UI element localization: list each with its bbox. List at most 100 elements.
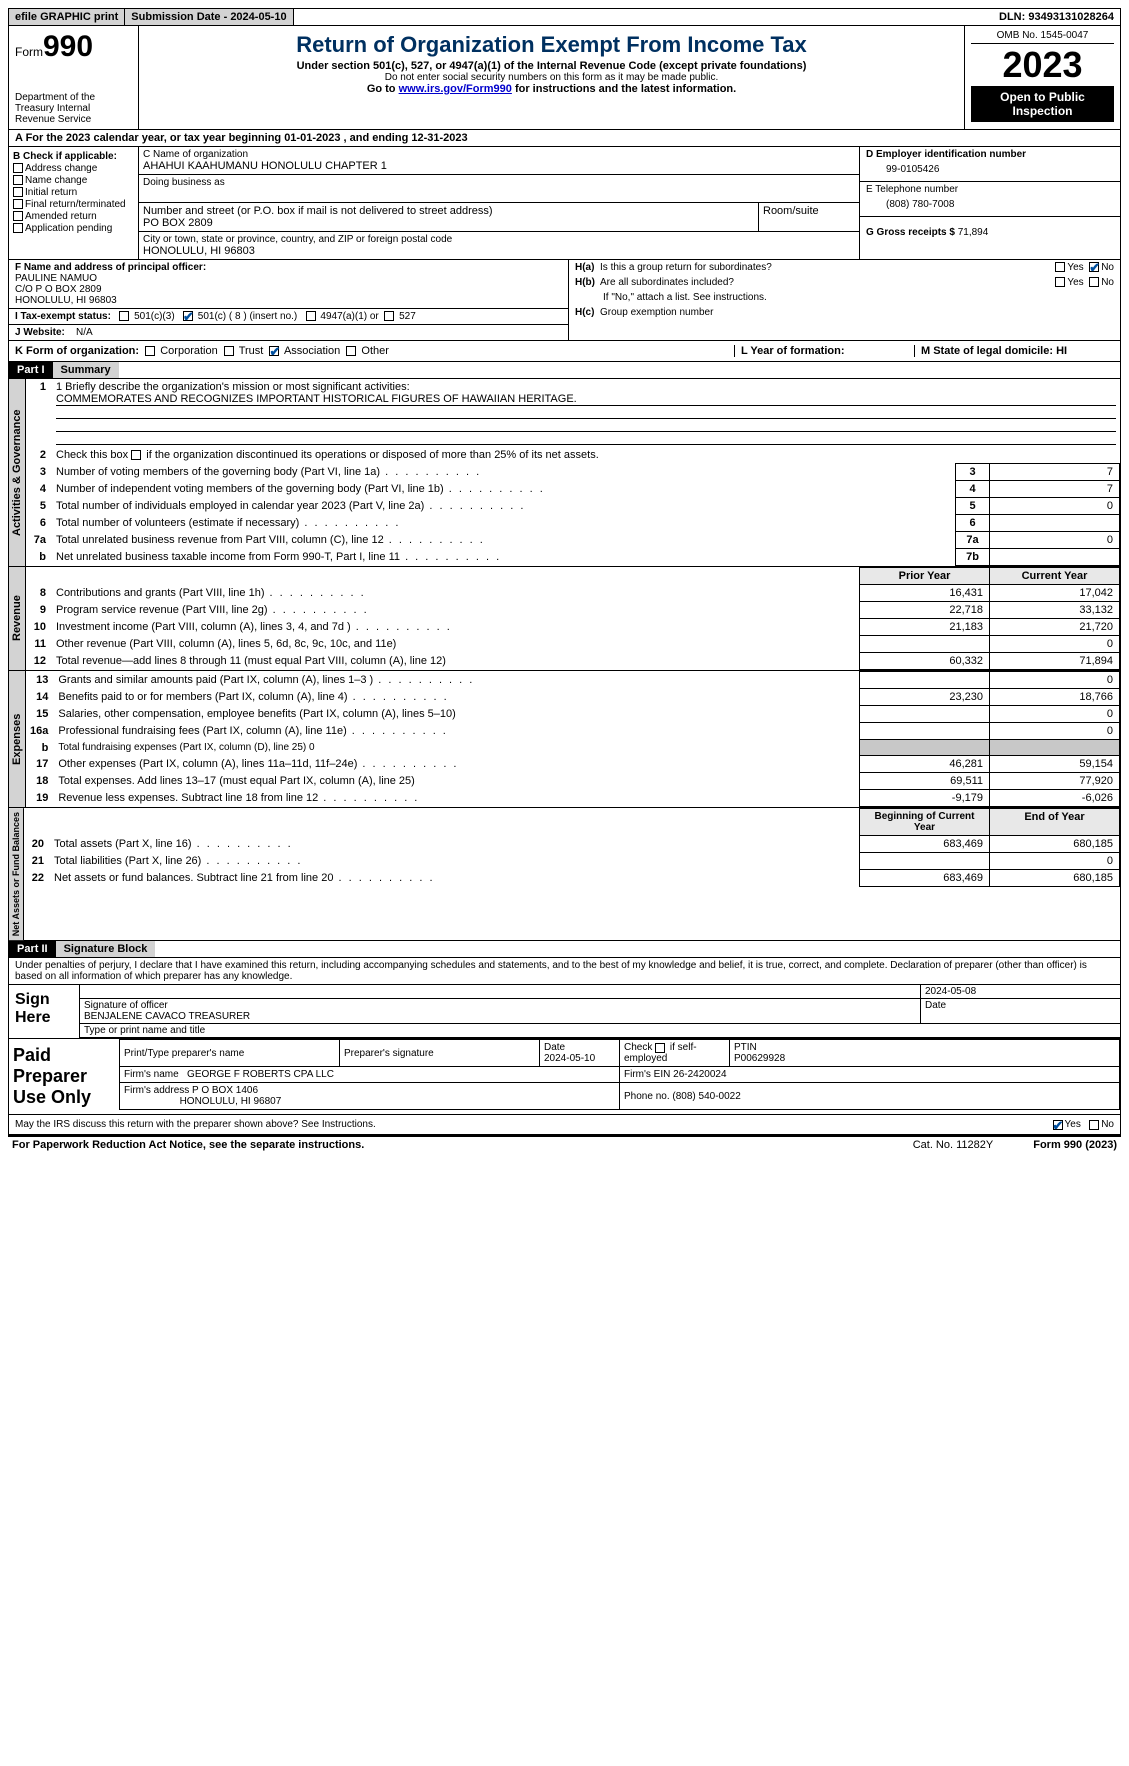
prior-year-hdr: Prior Year xyxy=(860,568,990,585)
l1-value: COMMEMORATES AND RECOGNIZES IMPORTANT HI… xyxy=(56,393,1116,406)
firm-addr1: P O BOX 1406 xyxy=(192,1085,258,1096)
open-public-label: Open to Public Inspection xyxy=(971,86,1114,122)
part1-netassets: Net Assets or Fund Balances Beginning of… xyxy=(8,808,1121,941)
page-footer: For Paperwork Reduction Act Notice, see … xyxy=(8,1135,1121,1153)
exp-line: Total fundraising expenses (Part IX, col… xyxy=(54,740,859,756)
discuss-row: May the IRS discuss this return with the… xyxy=(9,1114,1120,1134)
sig-officer-label: Signature of officer xyxy=(84,1000,916,1011)
exp-line: Salaries, other compensation, employee b… xyxy=(54,706,859,723)
pp-self-employed: Check if self-employed xyxy=(620,1040,730,1067)
chk-ha-yes[interactable] xyxy=(1055,262,1065,272)
chk-final-return[interactable] xyxy=(13,199,23,209)
pp-sig-label: Preparer's signature xyxy=(340,1040,540,1067)
col-de: D Employer identification number 99-0105… xyxy=(860,147,1120,259)
paid-preparer-label: Paid Preparer Use Only xyxy=(9,1039,119,1114)
chk-ha-no[interactable] xyxy=(1089,262,1099,272)
gross-label: G Gross receipts $ xyxy=(866,227,955,238)
chk-assoc[interactable] xyxy=(269,346,279,356)
row-hb-note: If "No," attach a list. See instructions… xyxy=(569,290,1120,305)
phone-value: (808) 780-7008 xyxy=(866,195,1114,214)
net-line: Total assets (Part X, line 16) xyxy=(50,836,860,853)
col-b-label: B Check if applicable: xyxy=(13,151,134,162)
exp-line: Other expenses (Part IX, column (A), lin… xyxy=(54,756,859,773)
city-label: City or town, state or province, country… xyxy=(143,234,855,245)
chk-amended-return[interactable] xyxy=(13,211,23,221)
city-value: HONOLULU, HI 96803 xyxy=(143,245,855,257)
declaration-text: Under penalties of perjury, I declare th… xyxy=(9,958,1120,984)
current-year-hdr: Current Year xyxy=(990,568,1120,585)
gov-line: Total unrelated business revenue from Pa… xyxy=(52,532,956,549)
omb-number: OMB No. 1545-0047 xyxy=(971,30,1114,44)
chk-other[interactable] xyxy=(346,346,356,356)
block-bcdeg: B Check if applicable: Address change Na… xyxy=(8,147,1121,260)
pp-name-label: Print/Type preparer's name xyxy=(120,1040,340,1067)
chk-initial-return[interactable] xyxy=(13,187,23,197)
irs-link[interactable]: www.irs.gov/Form990 xyxy=(399,83,512,95)
chk-hb-yes[interactable] xyxy=(1055,277,1065,287)
street-label: Number and street (or P.O. box if mail i… xyxy=(143,205,754,217)
form-number: Form990 xyxy=(15,30,132,64)
chk-discuss-no[interactable] xyxy=(1089,1120,1099,1130)
part1-header: Part ISummary xyxy=(8,362,1121,379)
block-fijh: F Name and address of principal officer:… xyxy=(8,260,1121,341)
chk-4947[interactable] xyxy=(306,311,316,321)
chk-corp[interactable] xyxy=(145,346,155,356)
sig-date: 2024-05-08 xyxy=(920,985,1120,999)
chk-hb-no[interactable] xyxy=(1089,277,1099,287)
street-value: PO BOX 2809 xyxy=(143,217,754,229)
paid-preparer-row: Paid Preparer Use Only Print/Type prepar… xyxy=(9,1038,1120,1114)
chk-l2[interactable] xyxy=(131,450,141,460)
row-j: J Website: N/A xyxy=(9,325,568,340)
exp-line: Revenue less expenses. Subtract line 18 … xyxy=(54,790,859,807)
firm-ein: 26-2420024 xyxy=(673,1069,726,1080)
row-klm: K Form of organization: Corporation Trus… xyxy=(8,341,1121,362)
row-hc: H(c) Group exemption number xyxy=(569,305,1120,320)
vert-netassets: Net Assets or Fund Balances xyxy=(9,808,24,940)
col-c-org: C Name of organization AHAHUI KAAHUMANU … xyxy=(139,147,860,259)
sig-type-label: Type or print name and title xyxy=(79,1024,1120,1038)
chk-app-pending[interactable] xyxy=(13,223,23,233)
phone-label: E Telephone number xyxy=(866,184,1114,195)
sig-officer-name: BENJALENE CAVACO TREASURER xyxy=(84,1011,916,1022)
part1-gov: Activities & Governance 1 1 Briefly desc… xyxy=(8,379,1121,567)
chk-name-change[interactable] xyxy=(13,175,23,185)
net-line: Net assets or fund balances. Subtract li… xyxy=(50,870,860,887)
exp-line: Professional fundraising fees (Part IX, … xyxy=(54,723,859,740)
sig-date-label: Date xyxy=(920,999,1120,1024)
eoy-hdr: End of Year xyxy=(990,809,1120,836)
part1-expenses: Expenses 13Grants and similar amounts pa… xyxy=(8,671,1121,808)
chk-self-employed[interactable] xyxy=(655,1043,665,1053)
chk-trust[interactable] xyxy=(224,346,234,356)
chk-527[interactable] xyxy=(384,311,394,321)
efile-label: efile GRAPHIC print xyxy=(9,9,125,25)
vert-expenses: Expenses xyxy=(9,671,26,807)
gross-value: 71,894 xyxy=(958,227,989,238)
net-line: Total liabilities (Part X, line 26) xyxy=(50,853,860,870)
exp-line: Benefits paid to or for members (Part IX… xyxy=(54,689,859,706)
room-label: Room/suite xyxy=(759,203,859,231)
tax-year: 2023 xyxy=(971,44,1114,86)
l1-label: 1 Briefly describe the organization's mi… xyxy=(56,381,410,393)
chk-address-change[interactable] xyxy=(13,163,23,173)
bcy-hdr: Beginning of Current Year xyxy=(860,809,990,836)
exp-line: Total expenses. Add lines 13–17 (must eq… xyxy=(54,773,859,790)
rev-line: Total revenue—add lines 8 through 11 (mu… xyxy=(52,653,860,670)
sign-here-label: Sign Here xyxy=(9,985,79,1038)
top-bar: efile GRAPHIC print Submission Date - 20… xyxy=(8,8,1121,26)
ein-value: 99-0105426 xyxy=(866,160,1114,179)
form-title: Return of Organization Exempt From Incom… xyxy=(145,32,958,58)
form-header: Form990 Department of the Treasury Inter… xyxy=(8,26,1121,130)
ein-label: D Employer identification number xyxy=(866,149,1114,160)
row-f: F Name and address of principal officer:… xyxy=(9,260,568,309)
goto-line: Go to www.irs.gov/Form990 for instructio… xyxy=(145,83,958,95)
chk-501c[interactable] xyxy=(183,311,193,321)
form-ref: Form 990 (2023) xyxy=(1033,1139,1117,1151)
gov-line: Number of voting members of the governin… xyxy=(52,464,956,481)
chk-discuss-yes[interactable] xyxy=(1053,1120,1063,1130)
chk-501c3[interactable] xyxy=(119,311,129,321)
gov-line: Total number of volunteers (estimate if … xyxy=(52,515,956,532)
rev-line: Investment income (Part VIII, column (A)… xyxy=(52,619,860,636)
exp-line: Grants and similar amounts paid (Part IX… xyxy=(54,672,859,689)
row-a-taxyear: A For the 2023 calendar year, or tax yea… xyxy=(8,130,1121,147)
signature-block: Under penalties of perjury, I declare th… xyxy=(8,958,1121,1135)
